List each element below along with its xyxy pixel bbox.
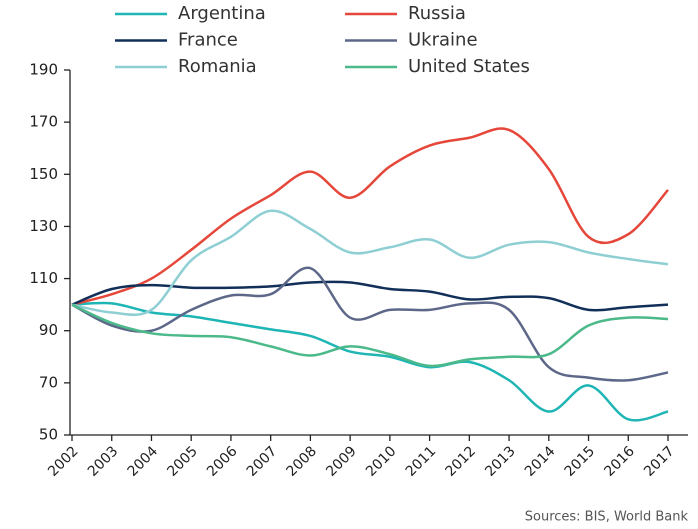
- legend-label: Romania: [178, 56, 257, 77]
- legend-label: United States: [408, 56, 530, 77]
- y-tick-label: 110: [29, 269, 58, 287]
- x-tick-label: 2009: [323, 443, 360, 480]
- y-tick-label: 150: [29, 165, 58, 183]
- x-tick-label: 2013: [482, 443, 519, 480]
- source-note: Sources: BIS, World Bank: [525, 510, 689, 525]
- legend-label: Russia: [408, 3, 466, 24]
- y-tick-label: 90: [39, 321, 58, 339]
- series-line: [71, 301, 669, 422]
- x-tick-label: 2004: [125, 443, 162, 480]
- legend-label: Ukraine: [408, 30, 478, 51]
- y-tick-label: 50: [39, 426, 58, 444]
- y-tick-label: 170: [29, 113, 58, 131]
- series-line: [71, 266, 669, 382]
- x-tick-label: 2002: [45, 443, 82, 480]
- x-tick-label: 2016: [601, 443, 638, 480]
- x-tick-label: 2014: [522, 443, 559, 480]
- x-tick-label: 2012: [442, 443, 479, 480]
- x-tick-label: 2010: [363, 443, 400, 480]
- series-line: [71, 209, 669, 316]
- legend-label: Argentina: [178, 3, 266, 24]
- x-tick-label: 2005: [164, 443, 201, 480]
- y-tick-label: 190: [29, 61, 58, 79]
- y-tick-label: 130: [29, 217, 58, 235]
- x-tick-label: 2007: [244, 443, 281, 480]
- x-tick-label: 2006: [204, 443, 241, 480]
- series-line: [71, 280, 669, 312]
- series-line: [71, 303, 669, 368]
- series-line: [71, 127, 669, 306]
- x-tick-label: 2003: [85, 443, 122, 480]
- x-tick-label: 2008: [284, 443, 321, 480]
- x-tick-label: 2015: [562, 443, 599, 480]
- x-tick-label: 2017: [641, 443, 678, 480]
- y-tick-label: 70: [39, 373, 58, 391]
- x-tick-label: 2011: [403, 443, 440, 480]
- legend-label: France: [178, 30, 238, 51]
